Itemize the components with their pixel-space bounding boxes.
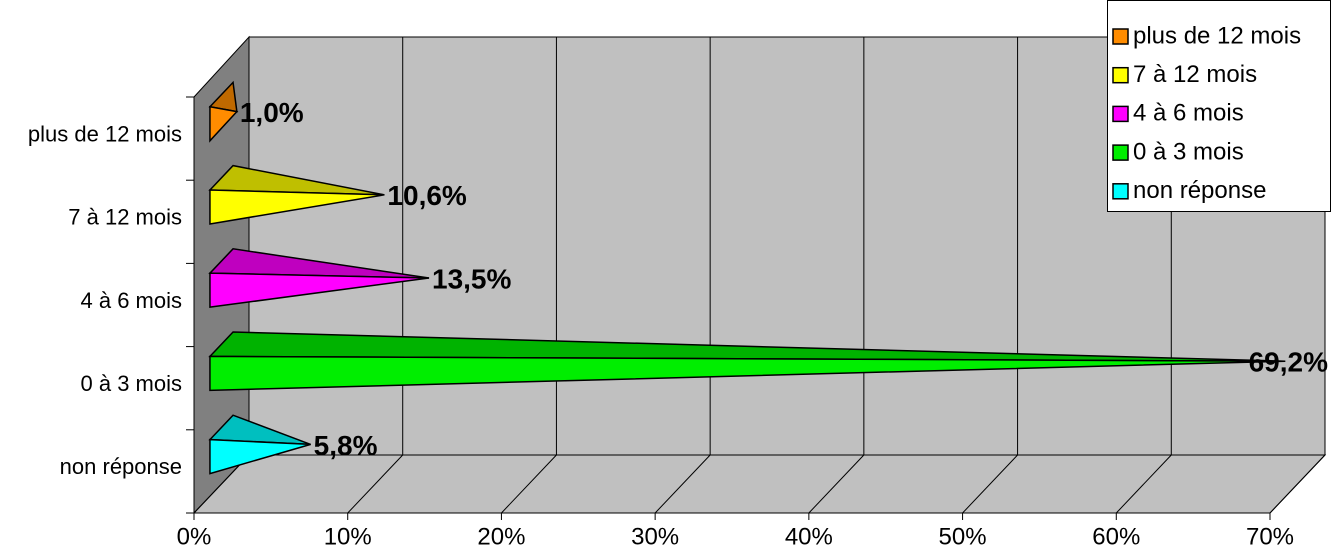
x-tick-label: 40% [785,523,833,550]
category-label: plus de 12 mois [28,121,182,146]
category-label: 7 à 12 mois [68,205,182,230]
legend-label: plus de 12 mois [1133,22,1301,49]
category-label: 0 à 3 mois [81,371,183,396]
legend-swatch [1112,66,1129,84]
legend-label: non réponse [1133,177,1266,204]
data-label: 10,6% [387,180,466,211]
floor-grid-line [1269,454,1326,514]
legend-swatch [1112,144,1129,161]
x-tick-label: 0% [177,523,212,550]
floor-grid-line [654,454,711,514]
x-tick-label: 10% [324,523,372,550]
data-label: 69,2% [1249,347,1328,378]
floor-grid-line [808,454,865,514]
category-label: non réponse [60,454,182,479]
legend-box [1107,0,1331,212]
legend-swatch [1112,28,1129,45]
pyramid-front [209,355,1286,392]
category-label: 4 à 6 mois [81,288,183,313]
legend-label: 0 à 3 mois [1133,138,1244,165]
x-tick-label: 30% [631,523,679,550]
x-tick-label: 60% [1092,523,1140,550]
data-label: 1,0% [240,97,304,128]
floor-grid-line [501,454,557,514]
legend-label: 7 à 12 mois [1133,61,1257,88]
pyramid-front [209,105,239,143]
x-tick-label: 70% [1246,523,1294,550]
floor-grid-line [347,454,404,514]
pyramid-front [209,272,430,309]
x-tick-label: 50% [939,523,987,550]
legend-swatch [1112,105,1129,123]
x-tick-label: 20% [477,523,525,550]
data-label: 13,5% [432,263,511,294]
pyramid-front [209,438,311,475]
data-label: 5,8% [314,430,378,461]
legend-label: 4 à 6 mois [1133,100,1244,127]
legend-swatch [1112,183,1129,200]
pyramid-front [209,189,385,225]
floor-grid-line [1115,454,1172,514]
floor [192,454,1327,514]
floor-grid-line [962,454,1018,514]
